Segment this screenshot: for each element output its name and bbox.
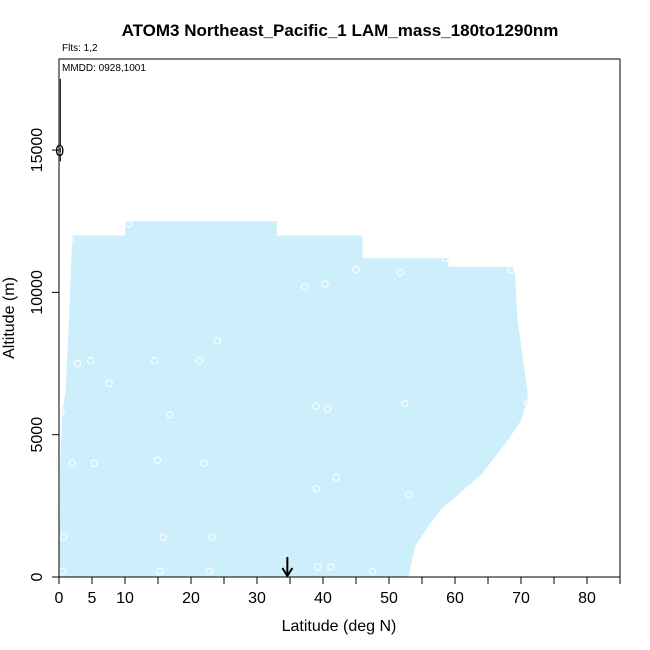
sample-point [105, 379, 113, 388]
x-tick-label: 20 [182, 590, 200, 607]
sample-point [507, 265, 515, 274]
sample-point [410, 563, 418, 571]
plot-area: 0 5 10 20 30 40 50 60 70 80 0 5000 10000 15000 0 [29, 58, 621, 607]
sample-point [200, 459, 208, 467]
sample-point [195, 356, 204, 365]
sample-point [352, 265, 360, 274]
y-tick-label: 0 [29, 572, 46, 581]
x-tick-label: 60 [446, 590, 464, 607]
x-axis-title: Latitude (deg N) [282, 618, 397, 635]
sample-point [323, 405, 332, 413]
sample-point [68, 459, 76, 467]
flights-label: Flts: 1,2 [62, 43, 98, 54]
x-tick-label: 80 [578, 590, 596, 607]
arrow-head [281, 567, 294, 578]
x-tick-label: 0 [55, 590, 64, 607]
coverage-area [59, 221, 528, 577]
sample-point [159, 533, 167, 541]
sample-point [332, 473, 340, 482]
sample-point [327, 563, 335, 571]
x-tick-label: 50 [380, 590, 398, 607]
plot-frame [58, 58, 621, 578]
sample-point [405, 490, 413, 499]
sample-point [401, 399, 409, 408]
sample-point [166, 411, 174, 419]
y-tick-label: 5000 [29, 417, 46, 453]
y-tick-label: 15000 [29, 128, 46, 173]
sample-point [321, 280, 329, 288]
sample-point [213, 337, 222, 345]
sample-point [523, 399, 532, 408]
sample-point [314, 563, 322, 571]
sample-point [124, 220, 133, 228]
x-tick-label: 10 [116, 590, 134, 607]
sample-point [67, 237, 75, 245]
x-tick-label: 30 [248, 590, 266, 607]
sample-point [312, 402, 320, 410]
sample-point [441, 254, 449, 262]
sample-point [90, 459, 98, 467]
sample-point [57, 408, 65, 416]
y-axis-title: Altitude (m) [1, 277, 18, 359]
chart-title: ATOM3 Northeast_Pacific_1 LAM_mass_180to… [122, 21, 559, 40]
x-tick-label: 70 [512, 590, 530, 607]
sample-point [205, 567, 214, 576]
sample-point [300, 282, 309, 291]
sample-point [73, 359, 82, 368]
sample-point [153, 456, 162, 465]
dates-label: MMDD: 0928,1001 [62, 63, 146, 74]
x-tick-label: 40 [314, 590, 332, 607]
sample-point [86, 356, 95, 365]
sample-point [151, 356, 159, 365]
sample-point [312, 485, 321, 493]
sample-point [368, 567, 377, 576]
sample-point [396, 268, 404, 277]
sample-point [59, 533, 68, 541]
sample-point [156, 567, 164, 576]
y-tick-label: 10000 [29, 270, 46, 315]
x-tick-label: 5 [88, 590, 97, 607]
sample-point [208, 533, 216, 541]
tail-zero-label: 0 [55, 143, 64, 160]
sample-point [185, 208, 193, 217]
